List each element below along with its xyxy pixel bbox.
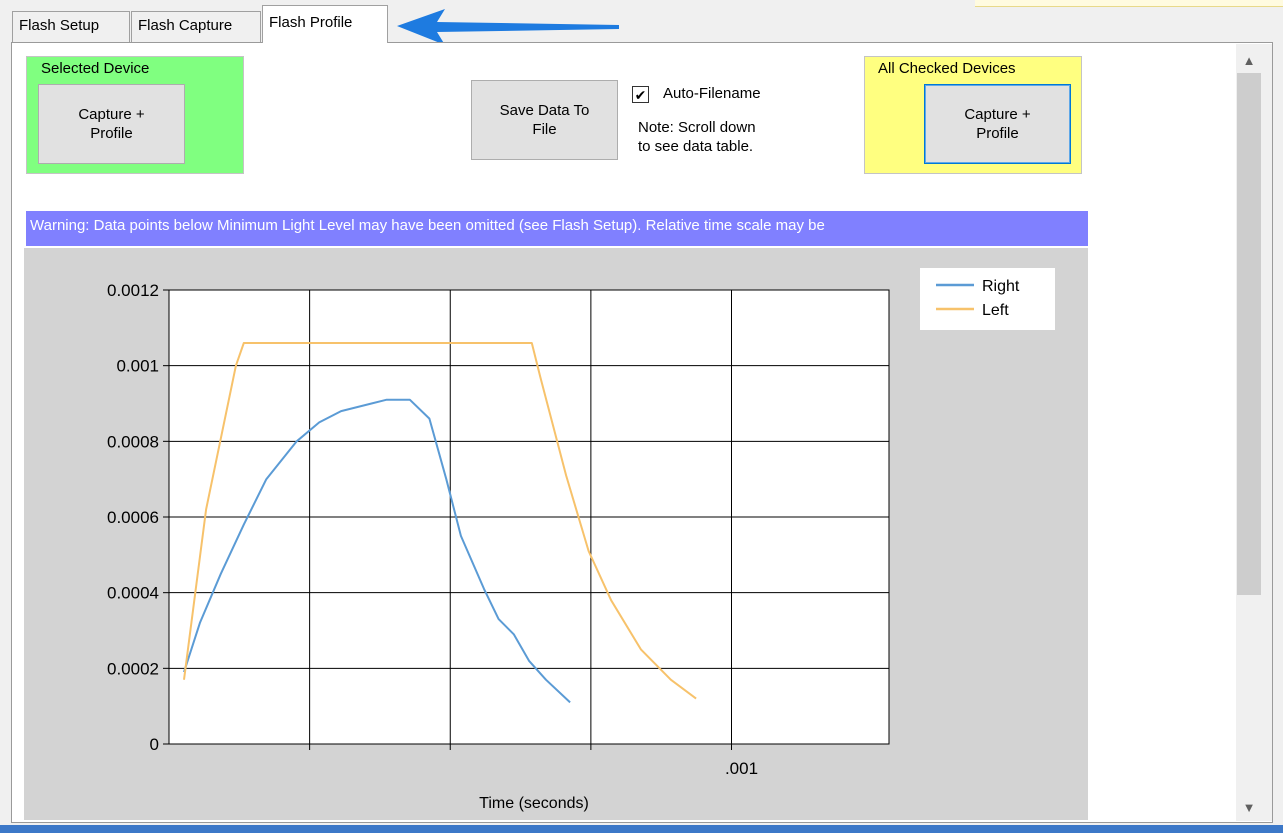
y-tick-label: 0.0002: [107, 659, 159, 678]
series-line-right: [183, 398, 571, 704]
save-data-button[interactable]: Save Data To File: [471, 80, 618, 160]
x-tick-label: .001: [725, 759, 758, 778]
top-right-strip: [975, 0, 1283, 7]
y-tick-label: 0.001: [116, 357, 159, 376]
pointer-arrow-icon: [397, 9, 619, 45]
all-capture-profile-button[interactable]: Capture + Profile: [924, 84, 1071, 164]
auto-filename-label: Auto-Filename: [663, 85, 761, 102]
auto-filename-checkbox[interactable]: ✔: [632, 86, 649, 103]
tab-flash-profile[interactable]: Flash Profile: [262, 5, 388, 43]
check-mark-icon: ✔: [634, 86, 647, 103]
legend-label-right: Right: [982, 278, 1020, 295]
y-tick-label: 0.0004: [107, 584, 159, 603]
flash-profile-chart: 0 0.0002 0.0004 0.0006 0.0008 0.001 0.0012 .001…: [107, 268, 1055, 812]
scroll-note: Note: Scroll down to see data table.: [638, 119, 756, 155]
all-checked-devices-label: All Checked Devices: [878, 60, 1016, 77]
selected-device-group: Selected Device Capture + Profile: [26, 56, 244, 174]
scrollbar-thumb[interactable]: [1237, 73, 1261, 595]
scroll-up-icon[interactable]: ▲: [1242, 52, 1256, 68]
tab-label: Flash Capture: [138, 17, 233, 34]
selected-device-label: Selected Device: [41, 60, 150, 77]
tab-label: Flash Profile: [269, 14, 353, 31]
tab-label: Flash Setup: [19, 17, 100, 34]
selected-capture-profile-button[interactable]: Capture + Profile: [38, 84, 185, 164]
x-axis-label: Time (seconds): [479, 795, 589, 812]
warning-banner: Warning: Data points below Minimum Light…: [26, 211, 1088, 246]
taskbar-strip: [0, 825, 1283, 833]
legend-label-left: Left: [982, 302, 1009, 319]
y-tick-label: 0.0006: [107, 508, 159, 527]
chart-area: 0 0.0002 0.0004 0.0006 0.0008 0.001 0.0012 .001…: [24, 248, 1088, 820]
scroll-down-icon[interactable]: ▼: [1242, 799, 1256, 815]
series-line-left: [183, 342, 697, 700]
legend-box: [920, 268, 1055, 330]
y-tick-label: 0.0008: [107, 432, 159, 451]
all-checked-devices-group: All Checked Devices Capture + Profile: [864, 56, 1082, 174]
y-tick-label: 0: [150, 735, 159, 754]
tab-flash-setup[interactable]: Flash Setup: [12, 11, 130, 42]
tab-flash-capture[interactable]: Flash Capture: [131, 11, 261, 42]
y-tick-label: 0.0012: [107, 281, 159, 300]
